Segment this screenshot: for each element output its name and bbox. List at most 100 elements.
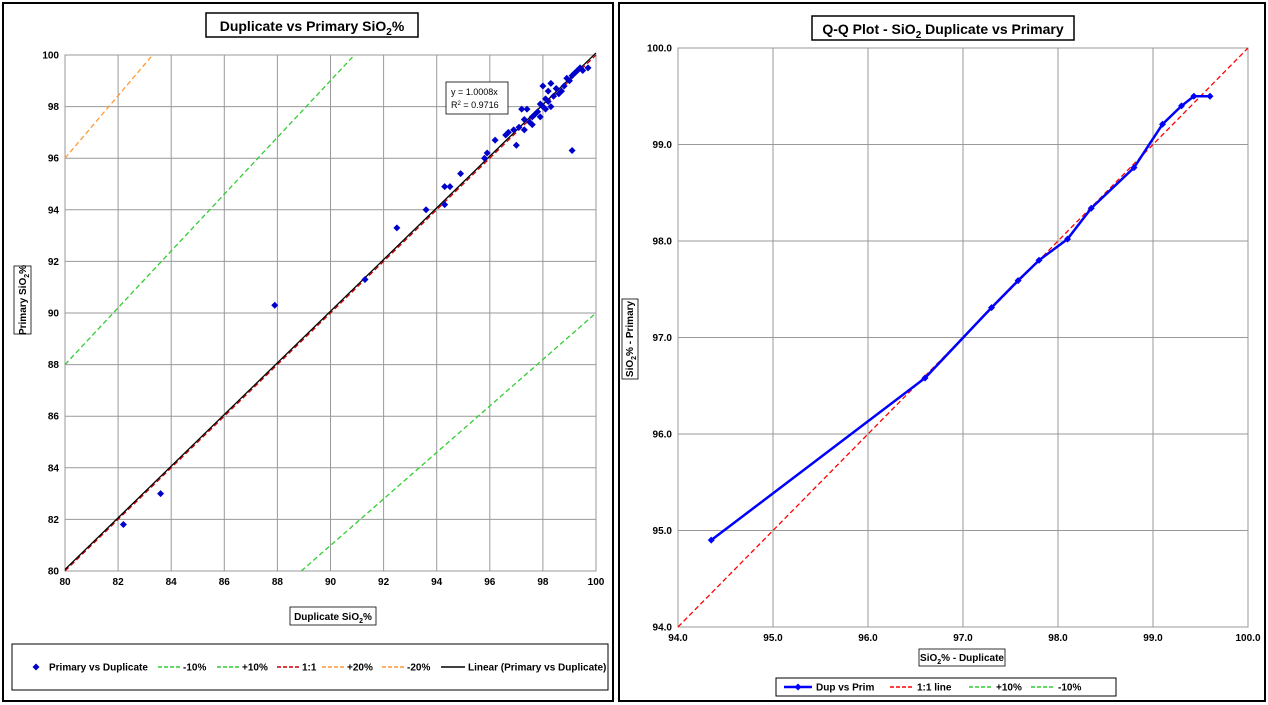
scatter-chart-title: Duplicate vs Primary SiO2% [205,12,419,38]
scatter-title-suffix: % [392,18,405,34]
right-data-point [1159,120,1166,128]
right-data-point [1190,92,1198,100]
left-y-tick-label: 100 [42,51,59,62]
left-data-point [422,206,430,214]
right-data-point [1064,235,1071,243]
left-data-point [584,64,592,72]
left-legend-label: Linear (Primary vs Duplicate) [468,663,606,674]
right-y-tick-label: 99.0 [653,140,673,151]
scatter-legend: Primary vs Duplicate -10% +10% 1:1 +20% -20% L… [11,643,609,691]
left-data-point [446,183,454,191]
qq-points [707,92,1214,544]
svg-text:R2 = 0.9716: R2 = 0.9716 [451,100,499,110]
qq-grid [677,47,1249,628]
left-y-tick-label: 86 [48,412,60,423]
qq-title-text: Q-Q Plot - SiO [822,21,915,37]
right-data-point [1130,164,1138,172]
left-line-20 [64,54,154,159]
left-data-point [534,108,542,116]
right-series-line [710,95,1210,542]
left-x-tick-label: 88 [272,577,284,588]
left-data-point [542,95,550,103]
left-legend-item-20: +20% [322,663,373,674]
left-x-tick-label: 90 [325,577,337,588]
right-data-point [707,536,715,544]
left-x-tick-label: 82 [113,577,125,588]
left-data-point [271,301,279,309]
left-data-point [523,105,531,113]
trendline-equation: y = 1.0008x [451,87,498,97]
right-data-point [1035,256,1043,264]
left-y-tick-label: 82 [48,515,60,526]
right-legend-item-dup-vs-prim: Dup vs Prim [784,683,874,694]
qq-plot-svg: Q-Q Plot - SiO2 Duplicate vs Primary 94.… [621,15,1261,697]
qq-plot-title: Q-Q Plot - SiO2 Duplicate vs Primary [811,15,1075,41]
right-x-tick-label: 100.0 [1235,633,1260,644]
left-data-point [579,66,587,74]
left-x-tick-label: 98 [537,577,549,588]
qq-ticks: 94.0 95.0 96.0 97.0 98.0 99.0 100.0 94.0 95.0 96.… [647,44,1261,645]
right-legend-label: Dup vs Prim [816,683,874,694]
left-y-tick-label: 90 [48,309,60,320]
right-legend-label: +10% [996,683,1022,694]
left-line-10 [64,54,355,366]
left-data-point [520,126,528,134]
left-data-point [573,66,581,74]
left-x-tick-label: 96 [484,577,496,588]
left-legend-label: -20% [407,663,430,674]
qq-title-sub: 2 [916,30,922,41]
right-data-point [988,304,995,312]
svg-text:Duplicate vs Primary SiO2%: Duplicate vs Primary SiO2% [220,18,405,38]
left-x-tick-label: 100 [588,577,605,588]
left-data-point [361,275,369,283]
left-data-point [515,123,523,131]
left-y-tick-label: 98 [48,102,60,113]
right-y-tick-label: 94.0 [653,623,673,634]
left-data-point [536,113,544,121]
scatter-ticks: 80 82 84 86 88 90 92 94 96 98 100 80 82 84 86 88 90 92 94 9… [42,51,604,589]
right-y-tick-label: 97.0 [653,333,673,344]
left-line-1-1 [64,54,597,572]
left-data-point [518,105,526,113]
left-data-point [393,224,401,232]
right-legend-label: -10% [1058,683,1081,694]
left-data-point [457,170,465,178]
left-x-tick-label: 80 [59,577,71,588]
left-legend-item-1-1: 1:1 [277,663,317,674]
left-data-point [547,79,555,87]
right-x-tick-label: 95.0 [763,633,783,644]
left-legend-label: +20% [347,663,373,674]
left-legend-item-10: -10% [158,663,206,674]
left-data-point [504,128,512,136]
left-data-point [547,103,555,111]
svg-text:Primary SiO2%: Primary SiO2% [18,265,31,335]
qq-title-suffix: Duplicate vs Primary [921,21,1064,37]
left-data-point [565,77,573,85]
right-legend-label: 1:1 line [917,683,952,694]
left-legend-label: 1:1 [302,663,317,674]
right-y-tick-label: 95.0 [653,526,673,537]
left-legend-label: Primary vs Duplicate [49,663,148,674]
left-data-point [568,146,576,154]
right-data-point [1087,204,1095,212]
left-data-point [557,87,565,95]
left-data-point [536,100,544,108]
left-data-point [480,154,488,162]
left-y-tick-label: 88 [48,360,60,371]
right-x-tick-label: 97.0 [953,633,973,644]
left-y-tick-label: 96 [48,154,60,165]
left-legend-label: -10% [183,663,206,674]
left-data-point [510,126,518,134]
left-line-linear-primary-vs-duplicate [64,52,597,570]
r2-value: = 0.9716 [461,100,499,110]
left-data-point [539,82,547,90]
left-data-point [119,521,127,529]
scatter-title-sub: 2 [386,27,392,38]
right-y-tick-label: 98.0 [653,237,673,248]
trendline-equation-box: y = 1.0008x R2 = 0.9716 [445,81,509,115]
left-legend-item-primary-vs-duplicate: Primary vs Duplicate [32,663,148,674]
left-legend-item-10: +10% [217,663,268,674]
right-legend-marker [794,683,802,691]
scatter-chart-svg: Duplicate vs Primary SiO2% 80 82 84 86 88 90 9… [11,12,609,691]
left-x-tick-label: 84 [166,577,178,588]
